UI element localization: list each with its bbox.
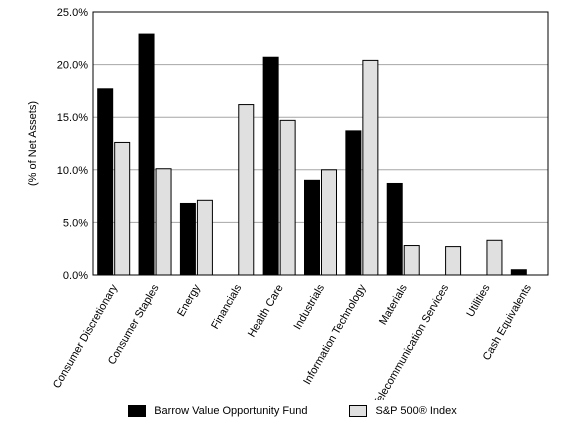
bar-fund <box>97 88 114 276</box>
bar-fund <box>138 33 155 276</box>
y-axis-title: (% of Net Assets) <box>27 101 39 186</box>
plot-frame <box>92 11 549 276</box>
x-category-label: Financials <box>209 282 244 331</box>
bar-index <box>445 246 462 276</box>
bar-index <box>196 199 213 276</box>
y-tick-label: 5.0% <box>63 217 88 229</box>
bar-fund <box>304 179 320 276</box>
legend-item-index: S&P 500® Index <box>349 405 457 417</box>
bar-chart: 0.0% 5.0% 10.0% 15.0% 20.0% 25.0% Consumer Di… <box>27 7 549 400</box>
y-tick-labels: 0.0% 5.0% 10.0% 15.0% 20.0% 25.0% <box>57 7 88 282</box>
bar-fund <box>262 56 279 276</box>
y-tick-label: 10.0% <box>57 165 88 177</box>
legend-swatch-index <box>349 405 368 417</box>
legend: Barrow Value Opportunity Fund S&P 500® I… <box>0 402 585 420</box>
x-category-label: Consumer Discretionary <box>51 282 121 391</box>
x-category-label: Materials <box>377 282 410 327</box>
y-tick-label: 25.0% <box>57 7 88 19</box>
bar-fund <box>386 182 403 276</box>
bar-index <box>403 245 420 276</box>
bar-fund <box>510 269 527 276</box>
legend-label-index: S&P 500® Index <box>375 405 457 417</box>
bars <box>97 33 527 276</box>
bar-fund <box>179 202 196 276</box>
bar-index <box>279 119 296 276</box>
legend-swatch-fund <box>128 405 147 417</box>
bar-index <box>155 168 172 276</box>
x-category-label: Industrials <box>292 282 328 332</box>
bar-index <box>486 239 503 276</box>
y-tick-label: 15.0% <box>57 112 88 124</box>
y-tick-label: 20.0% <box>57 60 88 72</box>
x-category-label: Energy <box>175 282 203 319</box>
bar-index <box>321 169 337 276</box>
legend-label-fund: Barrow Value Opportunity Fund <box>154 405 308 417</box>
x-category-label: Telecommunication Services <box>371 282 451 400</box>
x-category-label: Utilities <box>464 282 492 319</box>
bar-fund <box>345 130 362 276</box>
bar-index <box>114 141 131 276</box>
x-category-label: Health Care <box>246 283 286 340</box>
bar-index <box>362 59 379 276</box>
y-tick-label: 0.0% <box>63 270 88 282</box>
legend-item-fund: Barrow Value Opportunity Fund <box>128 405 307 417</box>
bar-index <box>238 104 255 276</box>
